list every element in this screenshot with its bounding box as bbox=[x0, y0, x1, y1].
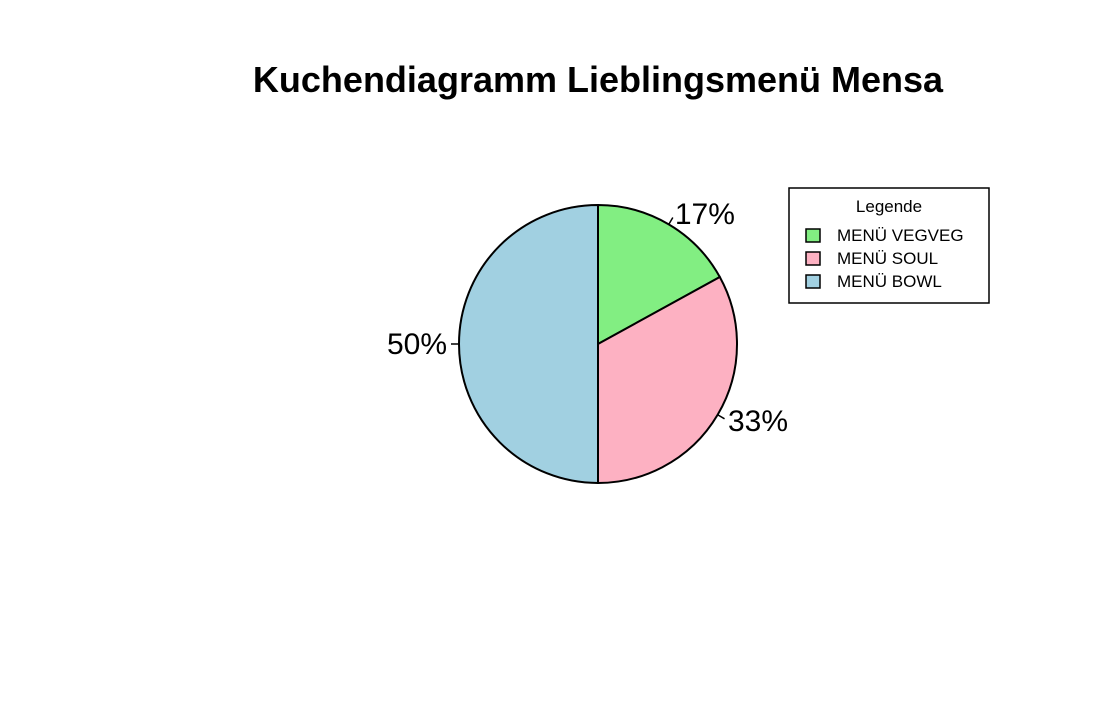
legend-label-men-soul: MENÜ SOUL bbox=[837, 249, 938, 268]
pie-labels: 17% 33% 50% bbox=[387, 198, 788, 438]
legend: Legende MENÜ VEGVEG MENÜ SOUL MENÜ BOWL bbox=[788, 187, 990, 304]
legend-swatch-men-bowl bbox=[805, 274, 821, 289]
pie-label-men-soul: 33% bbox=[728, 405, 788, 438]
pie-label-tick-men-vegveg bbox=[668, 217, 674, 225]
pie-label-men-bowl: 50% bbox=[387, 328, 447, 361]
legend-label-men-bowl: MENÜ BOWL bbox=[837, 272, 942, 291]
legend-items: MENÜ VEGVEG MENÜ SOUL MENÜ BOWL bbox=[805, 226, 964, 291]
legend-swatch-men-vegveg bbox=[805, 228, 821, 243]
pie-slice-men-bowl bbox=[458, 203, 599, 485]
pie-label-men-vegveg: 17% bbox=[675, 198, 735, 231]
pie-slices bbox=[458, 203, 738, 485]
legend-title: Legende bbox=[856, 197, 922, 216]
legend-label-men-vegveg: MENÜ VEGVEG bbox=[837, 226, 964, 245]
pie-label-tick-men-soul bbox=[717, 414, 725, 420]
legend-swatch-men-soul bbox=[805, 251, 821, 266]
chart-title: Kuchendiagramm Lieblingsmenü Mensa bbox=[253, 59, 944, 100]
legend-box bbox=[788, 187, 990, 304]
